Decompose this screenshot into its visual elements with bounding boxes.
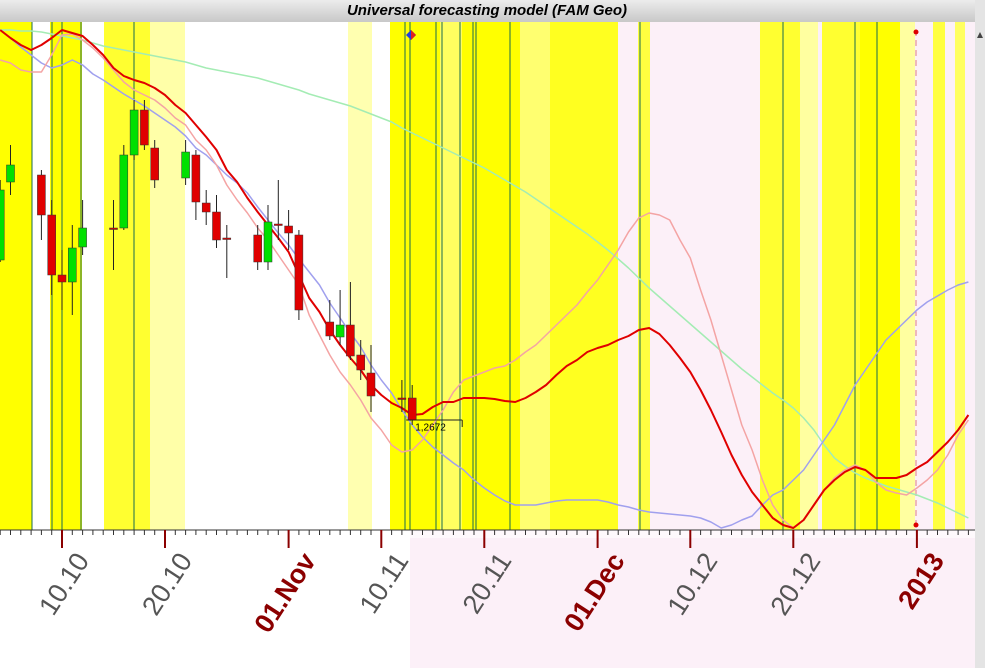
candle-body xyxy=(335,324,345,338)
marker xyxy=(913,522,919,528)
candle-body xyxy=(109,227,118,230)
candle-body xyxy=(129,109,139,156)
indicator-line xyxy=(0,29,969,529)
candle-body xyxy=(253,234,262,263)
candle-body xyxy=(294,234,304,311)
title-bar xyxy=(0,0,975,22)
plot-area xyxy=(0,29,970,529)
candle-body xyxy=(356,354,365,371)
candle-body xyxy=(150,147,159,181)
scrollbar xyxy=(975,0,985,668)
candle-body xyxy=(346,324,355,357)
candle-body xyxy=(407,397,417,421)
candle-body xyxy=(0,189,5,261)
candle-body xyxy=(78,227,87,248)
candle-body xyxy=(68,247,77,283)
indicator-line xyxy=(0,29,970,529)
candle-body xyxy=(191,154,201,203)
candle-body xyxy=(212,211,221,241)
candle-body xyxy=(263,221,273,263)
candle-body xyxy=(181,151,190,179)
indicator-line xyxy=(0,29,969,519)
candle-body xyxy=(57,274,67,283)
candle-body xyxy=(47,214,56,276)
price-label: 1,2672 xyxy=(415,423,446,434)
candle-body xyxy=(37,174,46,216)
candle-body xyxy=(140,109,149,146)
marker xyxy=(411,30,416,40)
candle-body xyxy=(325,321,335,337)
candle-body xyxy=(366,372,376,397)
candle-body xyxy=(274,223,283,226)
candle-body xyxy=(119,154,129,229)
candle-body xyxy=(6,164,15,183)
chart-title: Universal forecasting model (FAM Geo) xyxy=(347,2,627,19)
candle-body xyxy=(201,202,211,213)
candle-body xyxy=(284,225,293,234)
scroll-arrow[interactable] xyxy=(977,32,983,38)
axis-band xyxy=(0,530,975,538)
candle-body xyxy=(222,237,232,240)
candle-body xyxy=(397,397,407,400)
marker xyxy=(913,29,919,35)
